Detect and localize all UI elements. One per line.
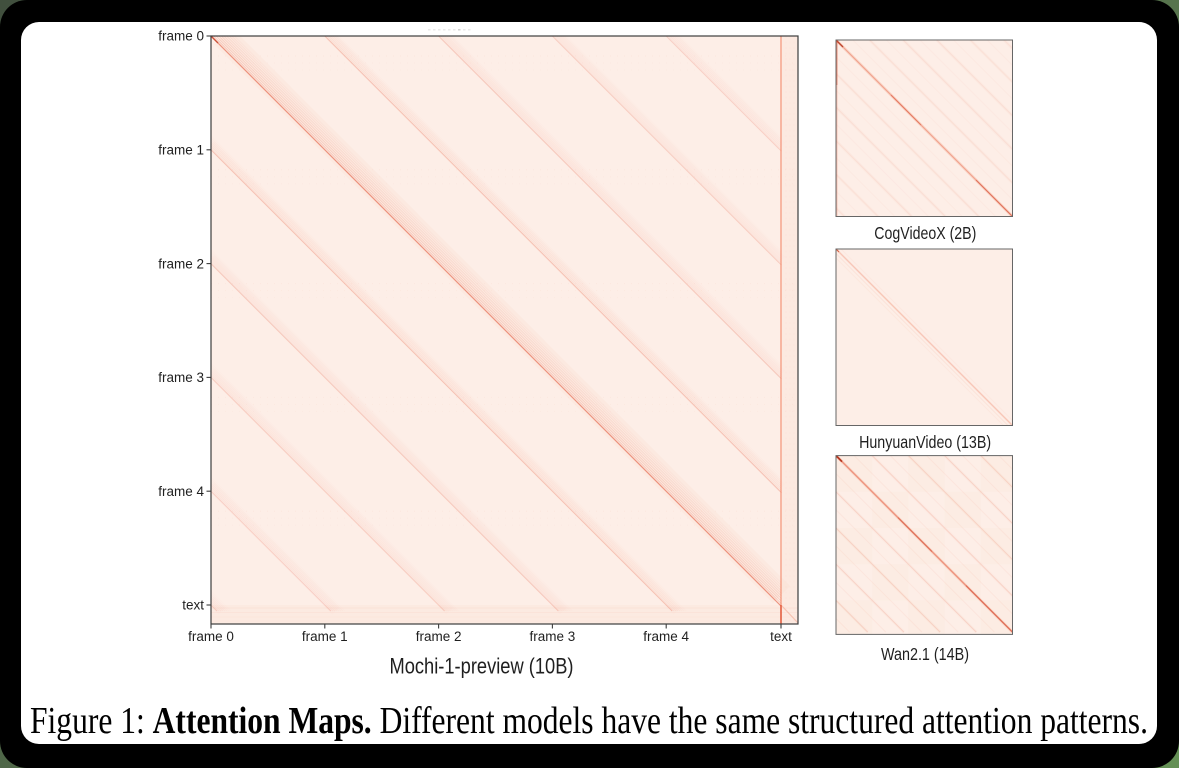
svg-text:frame 0: frame 0 (158, 29, 204, 44)
svg-text:frame 4: frame 4 (643, 629, 689, 644)
svg-text:Wan2.1 (14B): Wan2.1 (14B) (881, 644, 969, 664)
svg-text:frame 2: frame 2 (416, 629, 462, 644)
svg-text:text: text (182, 598, 204, 613)
svg-text:CogVideoX (2B): CogVideoX (2B) (874, 223, 976, 243)
svg-text:frame 3: frame 3 (158, 370, 204, 385)
svg-text:frame 1: frame 1 (158, 143, 204, 158)
svg-text:frame 3: frame 3 (530, 629, 576, 644)
svg-text:text: text (770, 629, 792, 644)
svg-text:frame 2: frame 2 (158, 256, 204, 271)
svg-text:frame 4: frame 4 (158, 484, 204, 499)
svg-text:frame 1: frame 1 (302, 629, 348, 644)
svg-text:Mochi-1-preview (10B): Mochi-1-preview (10B) (390, 654, 574, 679)
svg-text:HunyuanVideo (13B): HunyuanVideo (13B) (859, 432, 991, 452)
svg-text:frame 0: frame 0 (188, 629, 234, 644)
